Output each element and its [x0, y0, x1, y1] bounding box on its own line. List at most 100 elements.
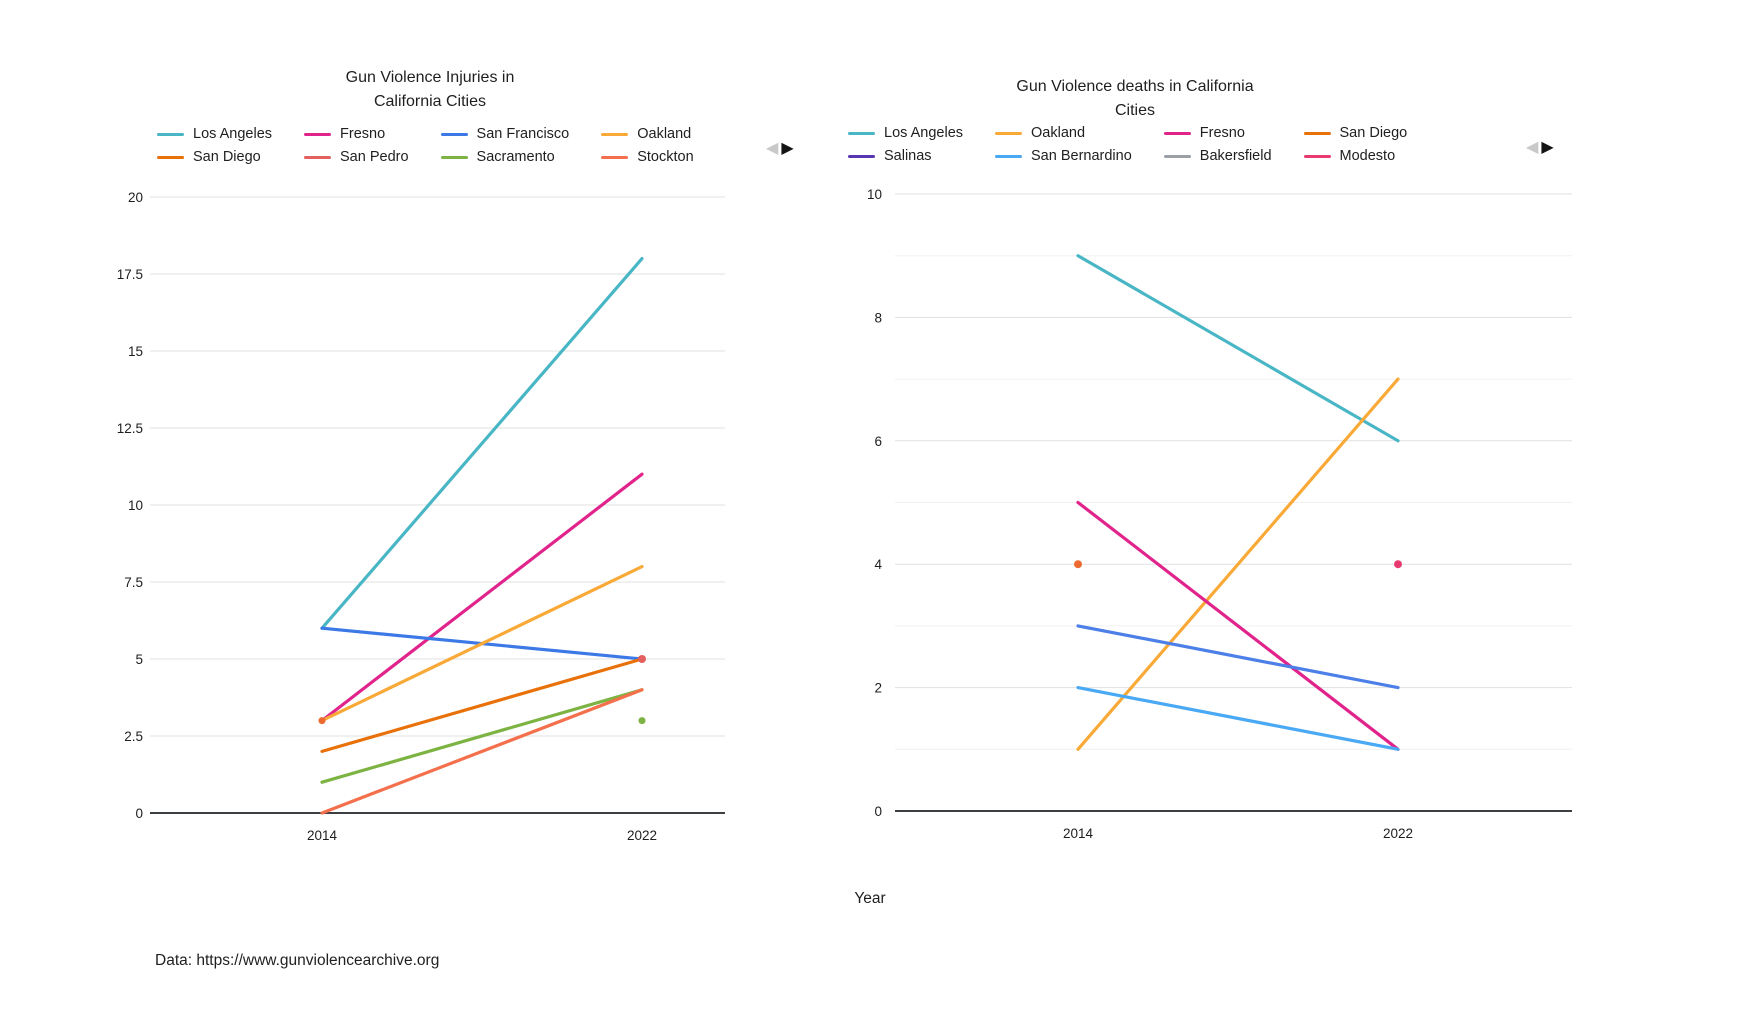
deaths-x-tick-label: 2022 — [1383, 826, 1413, 841]
deaths-legend-pagination: ◀ ▶ — [1526, 137, 1554, 157]
data-source-attribution: Data: https://www.gunviolencearchive.org — [155, 952, 440, 969]
san-francisco-legend-swatch — [440, 132, 468, 136]
deaths-x-tick-label: 2014 — [1063, 826, 1094, 841]
fresno-legend-swatch — [304, 132, 332, 136]
legend-item-san-bernardino: San Bernardino — [995, 148, 1132, 164]
legend-item-bakersfield: Bakersfield — [1163, 148, 1272, 164]
deaths-chart-title-line2: Cities — [1114, 102, 1155, 119]
salinas-legend-label: Salinas — [884, 148, 932, 164]
legend-item-fresno: Fresno — [1163, 125, 1272, 141]
legend-item-sacramento: Sacramento — [440, 149, 570, 165]
deaths-line-salinas — [1076, 624, 1400, 690]
injuries-line-stockton — [320, 688, 644, 815]
stockton-legend-swatch — [601, 155, 629, 159]
deaths-point-san-diego — [1074, 560, 1082, 569]
injuries-legend: Los Angeles Fresno San Francisco Oakland San… — [157, 126, 694, 165]
legend-item-modesto: Modesto — [1303, 148, 1408, 164]
san-pedro-legend-label: San Pedro — [340, 149, 409, 165]
san-bernardino-legend-swatch — [995, 154, 1023, 158]
oakland-legend-swatch — [995, 131, 1023, 135]
fresno-legend-label: Fresno — [1199, 125, 1245, 141]
oakland-legend-label: Oakland — [637, 126, 692, 142]
injuries-y-tick-label: 20 — [128, 190, 143, 205]
deaths-chart-title-line1: Gun Violence deaths in California — [1016, 78, 1254, 95]
san-diego-legend-label: San Diego — [1339, 125, 1408, 141]
injuries-point-san-pedro — [638, 655, 646, 663]
injuries-legend-pagination: ◀ ▶ — [766, 138, 794, 158]
bakersfield-legend-swatch — [1163, 154, 1191, 158]
injuries-line-oakland — [320, 564, 644, 723]
los-angeles-legend-swatch — [848, 131, 875, 135]
sacramento-legend-swatch — [440, 155, 468, 159]
injuries-chart-title: Gun Violence Injuries in California Citi… — [130, 66, 730, 114]
injuries-y-tick-label: 10 — [128, 498, 143, 513]
stockton-legend-label: Stockton — [637, 149, 694, 165]
injuries-line-los-angeles — [320, 257, 644, 630]
los-angeles-legend-label: Los Angeles — [884, 125, 964, 141]
deaths-y-tick-label: 6 — [874, 434, 882, 449]
san-bernardino-legend-label: San Bernardino — [1031, 148, 1132, 164]
injuries-marker-dot — [638, 717, 646, 725]
injuries-line-san-francisco — [320, 626, 644, 661]
legend-item-oakland: Oakland — [995, 125, 1132, 141]
salinas-legend-swatch — [848, 154, 875, 158]
injuries-y-tick-label: 2.5 — [124, 729, 143, 744]
fresno-legend-swatch — [1163, 131, 1191, 135]
legend-item-san-pedro: San Pedro — [304, 149, 409, 165]
legend-item-los-angeles: Los Angeles — [157, 126, 272, 142]
legend-next-arrow-icon[interactable]: ▶ — [1541, 139, 1554, 156]
injuries-line-san-diego — [320, 657, 644, 754]
injuries-x-tick-label: 2022 — [627, 828, 657, 843]
deaths-y-tick-label: 8 — [874, 310, 882, 325]
sacramento-legend-label: Sacramento — [476, 149, 555, 165]
oakland-legend-swatch — [601, 132, 629, 136]
injuries-y-tick-label: 5 — [135, 652, 143, 667]
deaths-y-tick-label: 10 — [867, 187, 882, 202]
injuries-y-tick-label: 15 — [128, 344, 143, 359]
legend-prev-arrow-icon[interactable]: ◀ — [766, 140, 779, 157]
legend-item-san-diego: San Diego — [157, 149, 272, 165]
x-axis-title: Year — [854, 890, 886, 907]
deaths-point-modesto — [1394, 560, 1402, 569]
deaths-chart-title: Gun Violence deaths in California Cities — [855, 75, 1415, 123]
legend-item-stockton: Stockton — [601, 149, 694, 165]
los-angeles-legend-label: Los Angeles — [193, 126, 273, 142]
san-diego-legend-swatch — [1303, 131, 1331, 135]
injuries-y-tick-label: 17.5 — [117, 267, 143, 282]
oakland-legend-label: Oakland — [1031, 125, 1086, 141]
deaths-y-tick-label: 2 — [874, 681, 882, 696]
injuries-y-tick-label: 0 — [135, 806, 143, 821]
legend-item-san-diego: San Diego — [1303, 125, 1408, 141]
legend-item-salinas: Salinas — [848, 148, 963, 164]
los-angeles-legend-swatch — [157, 132, 184, 136]
injuries-chart-title-line1: Gun Violence Injuries in — [345, 69, 515, 86]
fresno-legend-label: Fresno — [340, 126, 386, 142]
san-pedro-legend-swatch — [304, 155, 332, 159]
deaths-line-los-angeles — [1076, 254, 1400, 443]
bakersfield-legend-label: Bakersfield — [1199, 148, 1272, 164]
san-francisco-legend-label: San Francisco — [476, 126, 570, 142]
legend-next-arrow-icon[interactable]: ▶ — [781, 140, 794, 157]
deaths-y-tick-label: 4 — [874, 557, 882, 572]
legend-item-san-francisco: San Francisco — [440, 126, 570, 142]
injuries-line-fresno — [320, 472, 644, 723]
injuries-y-tick-label: 7.5 — [124, 575, 143, 590]
deaths-line-fresno — [1076, 500, 1400, 751]
modesto-legend-label: Modesto — [1339, 148, 1396, 164]
san-diego-legend-swatch — [157, 155, 184, 159]
deaths-line-san-bernardino — [1076, 685, 1400, 751]
legend-item-los-angeles: Los Angeles — [848, 125, 963, 141]
deaths-line-oakland — [1076, 377, 1400, 751]
injuries-marker-dot — [318, 717, 326, 725]
legend-prev-arrow-icon[interactable]: ◀ — [1526, 139, 1539, 156]
injuries-y-tick-label: 12.5 — [117, 421, 143, 436]
injuries-chart-title-line2: California Cities — [373, 93, 487, 110]
san-diego-legend-label: San Diego — [193, 149, 261, 165]
deaths-y-tick-label: 0 — [874, 804, 882, 819]
legend-item-oakland: Oakland — [601, 126, 693, 142]
modesto-legend-swatch — [1303, 154, 1331, 158]
injuries-x-tick-label: 2014 — [307, 828, 338, 843]
deaths-legend: Los Angeles Oakland Fresno San Diego Salinas… — [848, 125, 1407, 164]
injuries-line-sacramento — [320, 688, 644, 784]
